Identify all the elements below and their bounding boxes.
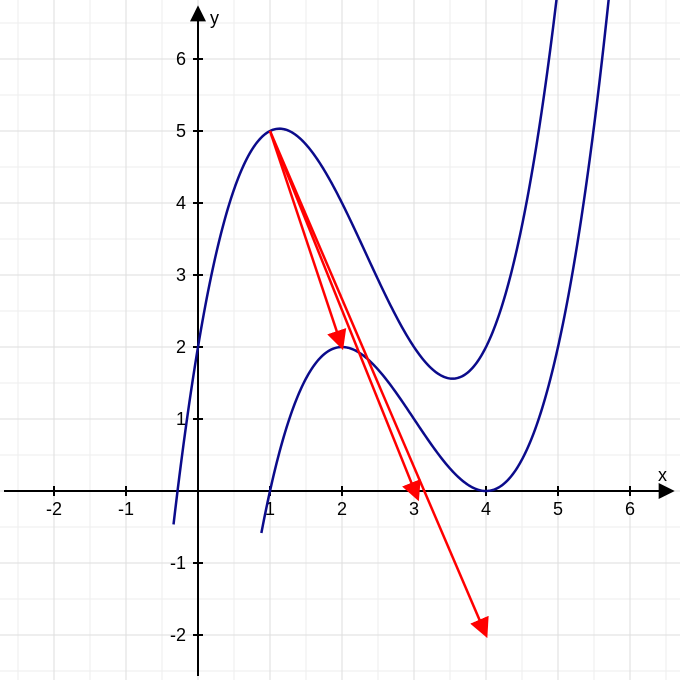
x-tick-label: 6 [625, 499, 635, 519]
y-tick-label: 2 [176, 337, 186, 357]
x-tick-label: -1 [118, 499, 134, 519]
y-tick-label: 3 [176, 265, 186, 285]
y-tick-label: 4 [176, 193, 186, 213]
x-tick-label: 3 [409, 499, 419, 519]
y-tick-label: -2 [170, 625, 186, 645]
x-tick-label: 5 [553, 499, 563, 519]
x-tick-label: 2 [337, 499, 347, 519]
y-tick-label: 1 [176, 409, 186, 429]
y-tick-label: -1 [170, 553, 186, 573]
x-tick-label: 4 [481, 499, 491, 519]
y-axis-label: y [210, 8, 219, 28]
y-tick-label: 5 [176, 121, 186, 141]
y-tick-label: 6 [176, 49, 186, 69]
x-tick-label: -2 [46, 499, 62, 519]
x-axis-label: x [658, 465, 667, 485]
cubic-curves-chart: -2-1123456-2-1123456xy [0, 0, 680, 680]
